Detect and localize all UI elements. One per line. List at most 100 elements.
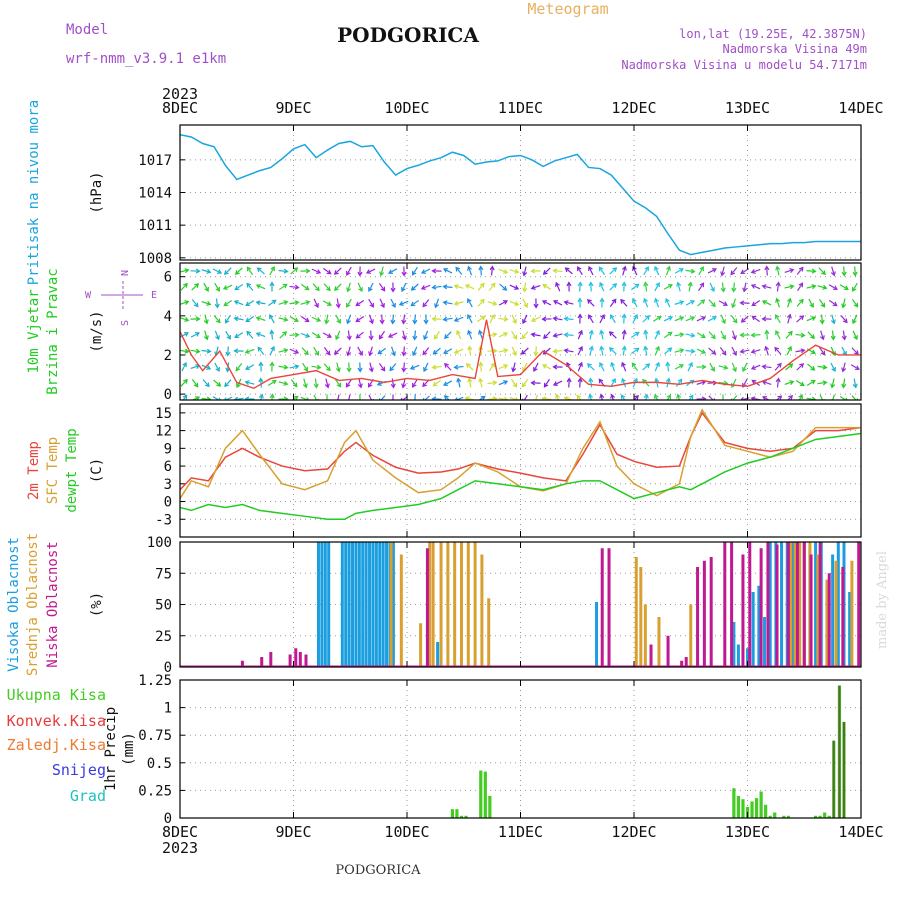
wind-arrow-head	[678, 364, 685, 369]
wind-arrow-shaft	[831, 314, 835, 324]
wind-arrow-head	[563, 332, 569, 338]
wind-arrow-shaft	[830, 362, 836, 372]
wind-arrow-head	[811, 284, 817, 290]
wind-arrow-shaft	[795, 380, 805, 386]
wind-arrow	[268, 299, 277, 307]
wind-arrow-shaft	[674, 364, 684, 370]
wind-arrow-head	[689, 300, 696, 305]
wind-arrow	[797, 282, 804, 292]
wind-arrow-head	[611, 378, 616, 384]
wind-arrow-head	[182, 394, 188, 400]
wind-arrow-head	[390, 319, 396, 325]
unit-label-precip: (mm)	[121, 732, 137, 766]
wind-arrow	[731, 346, 737, 357]
wind-arrow-shaft	[454, 285, 464, 289]
wind-arrow-shaft	[411, 283, 419, 291]
wind-arrow-shaft	[301, 347, 309, 355]
wind-arrow-head	[599, 345, 605, 351]
wind-arrow-shaft	[335, 330, 341, 340]
bar-cloud	[793, 542, 797, 667]
bar-cloud	[825, 579, 829, 667]
wind-arrow	[566, 377, 572, 388]
wind-arrow	[530, 284, 541, 290]
wind-arrow	[643, 345, 649, 356]
wind-arrow-shaft	[719, 347, 727, 355]
wind-arrow	[707, 268, 718, 274]
wind-arrow	[453, 316, 464, 322]
wind-arrow-shaft	[685, 269, 695, 273]
wind-arrow	[787, 395, 794, 400]
wind-arrow-head	[244, 396, 250, 400]
wind-arrow-head	[854, 350, 859, 356]
wind-arrow	[610, 314, 616, 324]
wind-arrow-head	[700, 333, 706, 338]
wind-arrow-head	[643, 297, 648, 303]
wind-arrow-head	[215, 318, 221, 324]
wind-arrow	[357, 362, 363, 373]
wind-arrow	[478, 265, 484, 276]
wind-arrow-head	[502, 300, 508, 305]
wind-arrow-shaft	[577, 346, 583, 356]
wind-arrow-shaft	[289, 348, 299, 354]
wind-arrow	[851, 298, 859, 308]
wind-arrow-head	[798, 266, 804, 272]
wind-arrow-head	[563, 348, 569, 354]
wind-arrow-head	[355, 301, 361, 307]
wind-arrow	[851, 347, 859, 356]
wind-arrow	[488, 362, 496, 372]
wind-arrow-head	[852, 271, 858, 277]
wind-arrow	[609, 267, 618, 275]
bar-cloud	[385, 542, 389, 667]
wind-arrow-head	[563, 316, 569, 322]
panel-wind-marks	[180, 265, 861, 400]
wind-arrow	[422, 347, 430, 356]
wind-arrow-shaft	[621, 394, 626, 400]
wind-arrow-head	[325, 350, 331, 356]
altitude-label: Nadmorska Visina 49m	[723, 42, 868, 56]
wind-arrow-head	[688, 394, 694, 400]
wind-arrow	[563, 300, 574, 306]
wind-arrow	[642, 315, 651, 323]
wind-arrow-shaft	[666, 394, 671, 400]
wind-arrow-head	[751, 315, 757, 321]
wind-arrow	[530, 380, 541, 386]
wind-arrow-head	[431, 268, 437, 274]
bar-cloud	[487, 598, 491, 667]
wind-arrow	[509, 284, 520, 290]
y-tick-label: 0	[164, 387, 172, 403]
wind-arrow	[233, 300, 244, 306]
wind-arrow-head	[456, 329, 461, 335]
wind-arrow	[840, 315, 848, 324]
wind-arrow-shaft	[707, 316, 717, 322]
wind-arrow	[334, 378, 342, 388]
panel-label-cloud: Visoka Oblacnost	[6, 537, 22, 672]
wind-arrow-head	[764, 345, 770, 351]
wind-arrow-head	[206, 365, 212, 370]
wind-arrow-shaft	[509, 396, 519, 400]
wind-arrow-shaft	[423, 395, 430, 400]
wind-arrow-shaft	[806, 316, 816, 322]
wind-arrow-shaft	[531, 284, 541, 290]
wind-arrow-shaft	[215, 298, 219, 308]
wind-arrow-head	[711, 349, 717, 355]
wind-arrow	[609, 283, 618, 291]
year-label-top: 2023	[162, 85, 198, 103]
wind-arrow-shaft	[609, 283, 617, 291]
wind-arrow-shaft	[589, 378, 593, 388]
wind-arrow-shaft	[443, 285, 453, 289]
wind-arrow	[368, 314, 374, 325]
wind-arrow-shaft	[521, 331, 529, 339]
wind-arrow	[764, 265, 770, 276]
wind-arrow	[707, 316, 717, 322]
wind-arrow	[775, 265, 781, 276]
bar-precip	[732, 788, 736, 818]
wind-arrow-shaft	[609, 347, 617, 355]
wind-arrow-head	[599, 329, 605, 335]
wind-arrow	[739, 300, 750, 306]
wind-arrow-head	[799, 363, 805, 368]
bar-cloud	[836, 542, 840, 667]
wind-arrow-head	[184, 268, 190, 274]
wind-arrow-shaft	[732, 298, 736, 308]
wind-arrow-shaft	[721, 266, 725, 276]
wind-arrow	[555, 281, 561, 292]
